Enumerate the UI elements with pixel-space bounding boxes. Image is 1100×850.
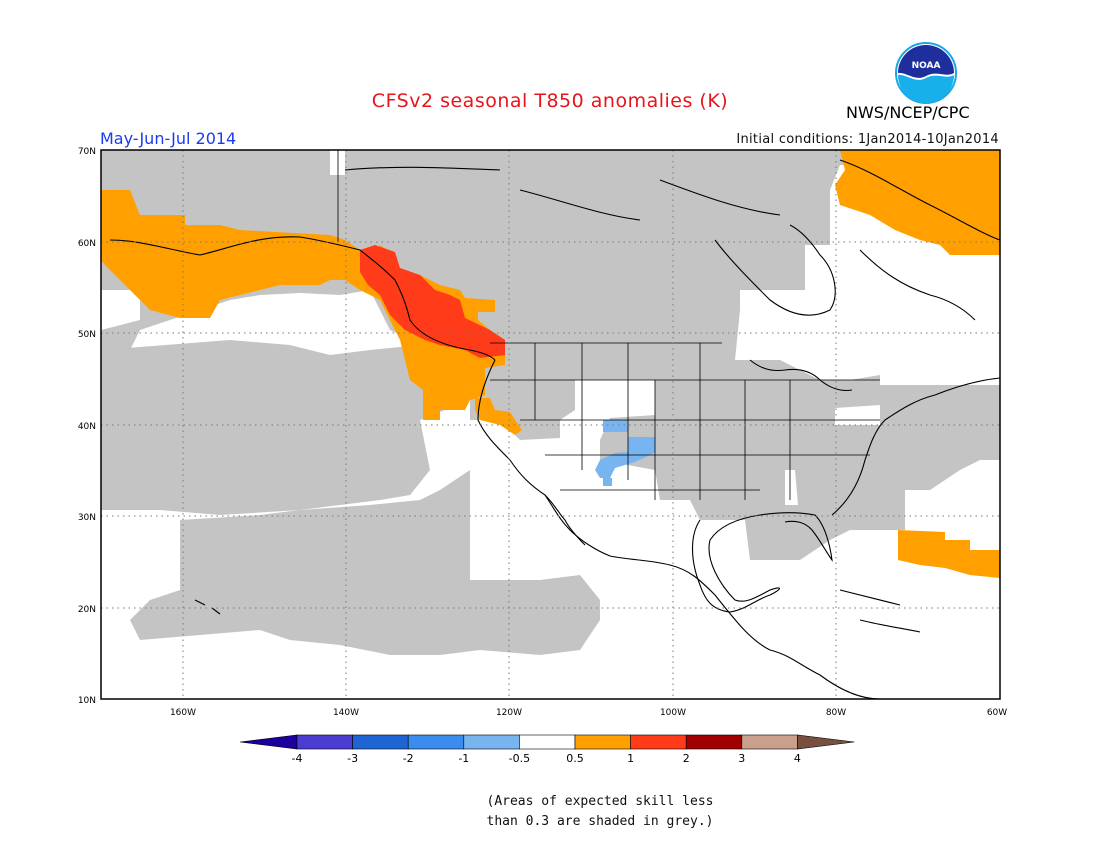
legend-swatch <box>574 734 631 750</box>
lon-tick-label: 100W <box>660 708 686 718</box>
svg-text:NOAA: NOAA <box>912 61 941 71</box>
legend-label: -1 <box>458 752 469 765</box>
lat-tick-labels: 10N 20N 30N 40N 50N 60N 70N <box>78 147 96 706</box>
political-borders <box>337 150 880 500</box>
white-gaps <box>101 290 880 505</box>
legend-swatch <box>741 734 798 750</box>
legend-label: -4 <box>292 752 303 765</box>
legend-swatch <box>463 734 520 750</box>
legend-label: 0.5 <box>566 752 584 765</box>
lat-tick-label: 20N <box>78 605 96 615</box>
legend-label: 4 <box>794 752 801 765</box>
lat-tick-label: 50N <box>78 330 96 340</box>
color-legend <box>239 734 855 750</box>
low-skill-shading <box>101 150 1000 655</box>
legend-label: -3 <box>347 752 358 765</box>
lat-tick-label: 10N <box>78 696 96 706</box>
legend-labels: -4 -3 -2 -1 -0.5 0.5 1 2 3 4 <box>292 752 801 765</box>
legend-swatch <box>296 734 353 750</box>
agency-label: NWS/NCEP/CPC <box>846 103 970 122</box>
legend-label: -0.5 <box>509 752 530 765</box>
lon-tick-label: 60W <box>987 708 1007 718</box>
legend-swatch <box>519 734 576 750</box>
legend-swatch <box>685 734 743 750</box>
lon-tick-label: 140W <box>333 708 359 718</box>
legend-label: 2 <box>683 752 690 765</box>
legend-label: -2 <box>403 752 414 765</box>
legend-swatch <box>407 734 465 750</box>
legend-label: 3 <box>738 752 745 765</box>
legend-swatch <box>630 734 687 750</box>
lat-tick-label: 60N <box>78 239 96 249</box>
legend-label: 1 <box>627 752 634 765</box>
map-area <box>101 150 1000 699</box>
legend-arrow-low <box>239 734 298 750</box>
initial-conditions: Initial conditions: 1Jan2014-10Jan2014 <box>736 132 999 147</box>
chart-title: CFSv2 seasonal T850 anomalies (K) <box>371 90 729 112</box>
forecast-period: May-Jun-Jul 2014 <box>100 129 237 148</box>
lon-tick-label: 120W <box>496 708 522 718</box>
lon-tick-label: 80W <box>826 708 846 718</box>
lon-tick-labels: 160W 140W 120W 100W 80W 60W <box>170 708 1007 718</box>
map-frame <box>100 149 1001 700</box>
footnote-line: than 0.3 are shaded in grey.) <box>486 814 714 829</box>
lat-tick-label: 40N <box>78 422 96 432</box>
legend-arrow-high <box>797 734 855 750</box>
graticule <box>101 150 1000 699</box>
lon-tick-label: 160W <box>170 708 196 718</box>
lat-tick-label: 30N <box>78 513 96 523</box>
skill-footnote: (Areas of expected skill less than 0.3 a… <box>440 792 760 832</box>
warm-anomaly-1-2 <box>360 245 505 358</box>
legend-swatch <box>352 734 409 750</box>
coastlines <box>109 159 1000 699</box>
lat-tick-label: 70N <box>78 147 96 157</box>
noaa-logo-icon: NOAA <box>895 42 957 104</box>
footnote-line: (Areas of expected skill less <box>486 794 714 809</box>
cool-anomaly <box>595 420 655 486</box>
